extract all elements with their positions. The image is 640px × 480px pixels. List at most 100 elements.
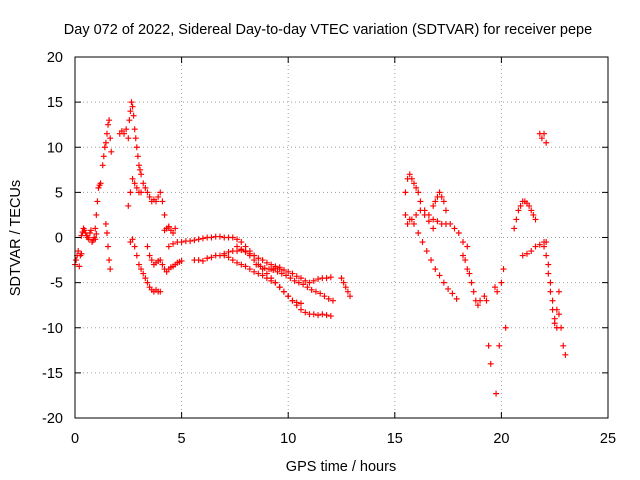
data-point — [500, 266, 507, 273]
data-point — [419, 239, 426, 246]
data-point — [157, 189, 164, 196]
x-tick-label: 5 — [178, 431, 186, 447]
data-point — [132, 135, 139, 142]
data-point — [161, 211, 168, 218]
data-point — [135, 261, 142, 268]
data-point — [257, 263, 264, 270]
data-point — [312, 288, 319, 295]
data-point — [191, 237, 198, 244]
data-point — [315, 312, 322, 319]
series-sat-u — [430, 189, 449, 214]
data-point — [165, 223, 172, 230]
data-point — [538, 135, 545, 142]
data-point — [445, 285, 452, 292]
data-point — [195, 236, 202, 243]
data-point — [130, 112, 137, 119]
data-point — [101, 144, 108, 151]
data-point — [477, 297, 484, 304]
data-point — [251, 268, 258, 275]
data-point — [297, 300, 304, 307]
data-point — [133, 252, 140, 259]
data-point — [140, 270, 147, 277]
data-point — [78, 232, 85, 239]
data-point — [199, 257, 206, 264]
data-point — [93, 211, 100, 218]
y-tick-label: 0 — [55, 231, 63, 247]
data-point — [304, 284, 311, 291]
plot-frame — [74, 56, 609, 419]
series-sat-n — [234, 243, 334, 320]
data-point — [410, 180, 417, 187]
data-point — [199, 235, 206, 242]
data-point — [317, 290, 324, 297]
data-point — [131, 243, 138, 250]
data-point — [251, 257, 258, 264]
data-point — [208, 234, 215, 241]
data-point — [148, 257, 155, 264]
data-point — [125, 202, 132, 209]
data-point — [404, 220, 411, 227]
data-point — [528, 207, 535, 214]
data-point — [436, 189, 443, 196]
data-point — [297, 275, 304, 282]
data-point — [453, 295, 460, 302]
data-point — [165, 243, 172, 250]
data-point — [131, 126, 138, 133]
data-point — [276, 264, 283, 271]
data-point — [86, 229, 93, 236]
data-point — [483, 297, 490, 304]
data-point — [310, 311, 317, 318]
data-point — [85, 236, 92, 243]
data-point — [442, 207, 449, 214]
data-point — [434, 218, 441, 225]
data-point — [425, 218, 432, 225]
data-point — [229, 234, 236, 241]
data-point — [146, 193, 153, 200]
data-point — [106, 117, 113, 124]
data-point — [225, 254, 232, 261]
data-point — [466, 270, 473, 277]
data-point — [555, 288, 562, 295]
data-point — [131, 180, 138, 187]
data-point — [261, 265, 268, 272]
data-point — [308, 286, 315, 293]
data-point — [340, 279, 347, 286]
data-point — [289, 270, 296, 277]
data-point — [302, 277, 309, 284]
data-point — [430, 225, 437, 232]
data-point — [263, 270, 270, 277]
data-point — [133, 184, 140, 191]
data-point — [268, 275, 275, 282]
axis-ticks — [74, 56, 609, 419]
data-point — [159, 261, 166, 268]
x-tick-label: 15 — [387, 431, 403, 447]
data-point — [229, 257, 236, 264]
data-point — [323, 312, 330, 319]
data-point — [280, 288, 287, 295]
data-point — [144, 279, 151, 286]
y-tick-label: -20 — [42, 411, 63, 427]
data-point — [415, 229, 422, 236]
data-point — [440, 198, 447, 205]
data-point — [87, 227, 94, 234]
x-tick-label: 25 — [600, 431, 616, 447]
data-point — [272, 279, 279, 286]
x-tick-label: 0 — [71, 431, 79, 447]
data-point — [327, 274, 334, 281]
series-sat-o — [253, 261, 336, 304]
data-point — [494, 288, 501, 295]
data-point — [102, 220, 109, 227]
data-point — [545, 261, 552, 268]
y-tick-label: -15 — [42, 366, 63, 382]
data-point — [562, 351, 569, 358]
data-point — [451, 225, 458, 232]
data-point — [413, 211, 420, 218]
data-point — [543, 139, 550, 146]
data-point — [295, 279, 302, 286]
y-tick-label: -5 — [50, 276, 63, 292]
data-point — [276, 284, 283, 291]
data-point — [221, 252, 228, 259]
series-sat-d — [99, 117, 115, 169]
series-sat-t — [404, 207, 437, 232]
data-point — [297, 306, 304, 313]
